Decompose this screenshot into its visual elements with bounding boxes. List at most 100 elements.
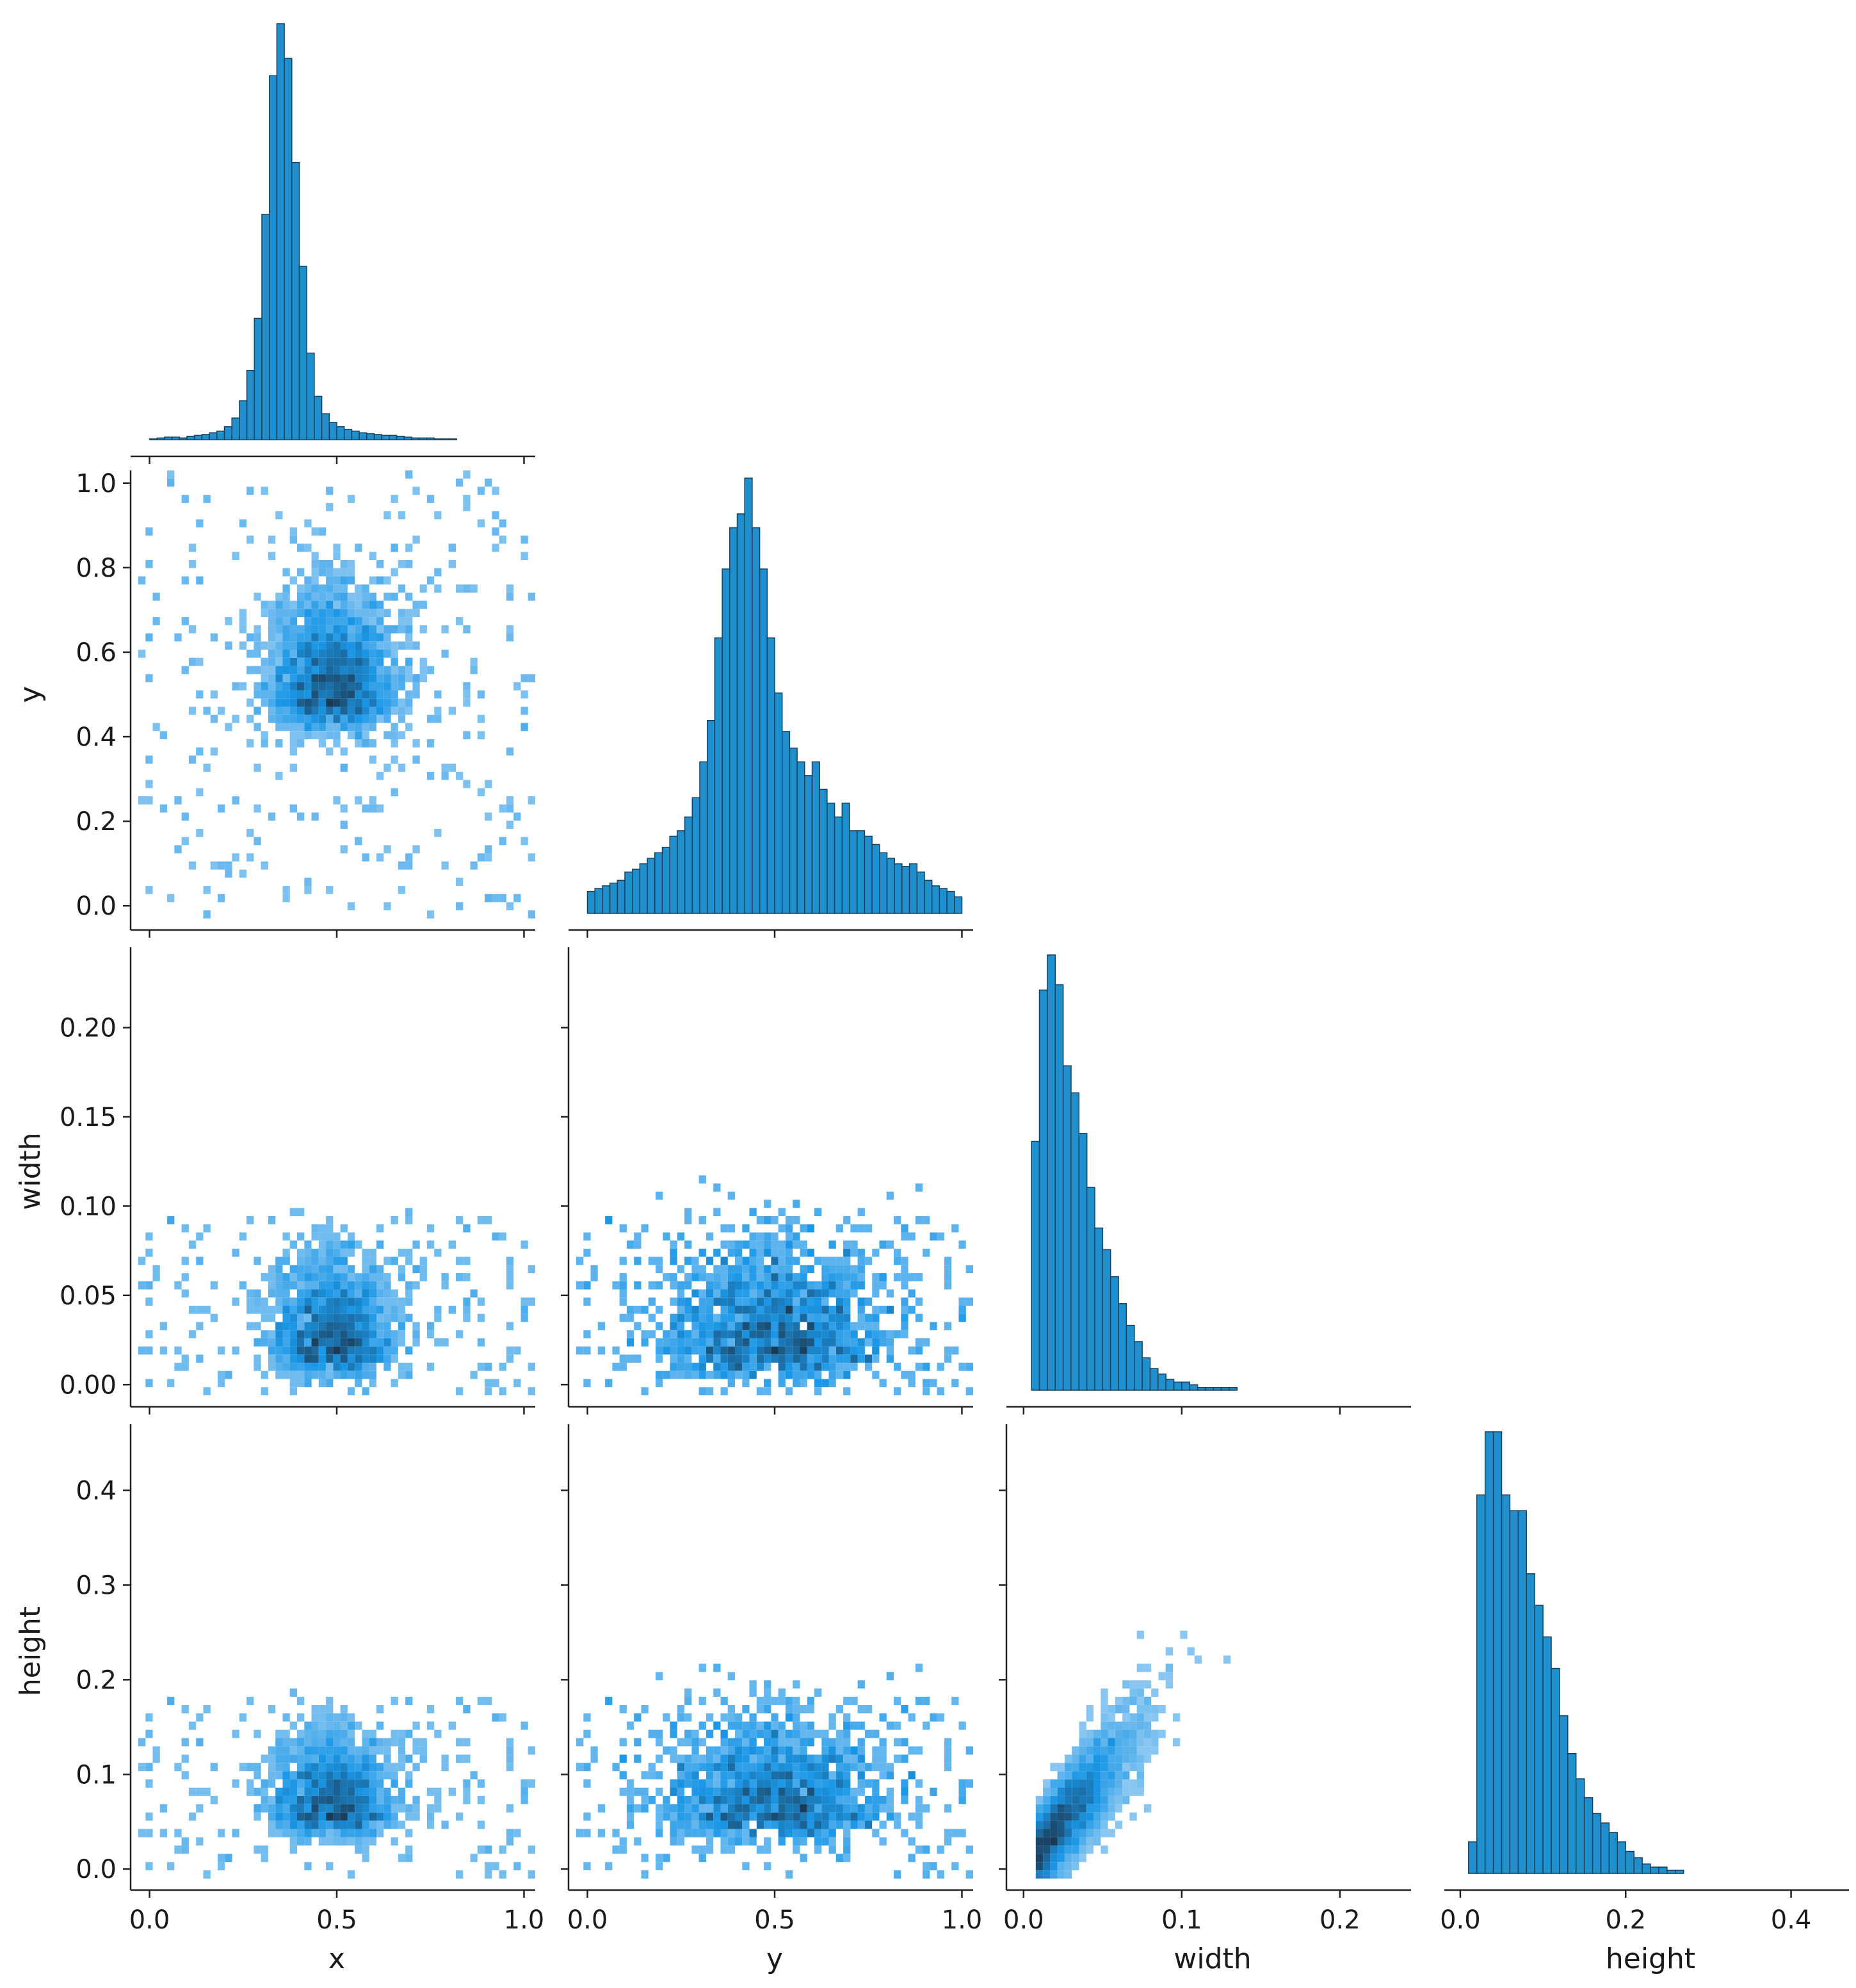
hist-bar	[1617, 1841, 1626, 1874]
heat-cell	[188, 543, 197, 552]
heat-cell	[268, 714, 276, 723]
heat-cell	[311, 1224, 319, 1233]
x-tick-label: 0.0	[129, 1905, 170, 1935]
heat-cell	[850, 1281, 858, 1290]
heat-cell	[246, 1763, 254, 1772]
hist-bar	[781, 731, 791, 914]
heat-cell	[756, 1297, 764, 1306]
heat-cell	[203, 707, 211, 715]
heat-cell	[225, 617, 232, 625]
heat-cell	[333, 674, 341, 682]
heat-cell	[713, 1208, 721, 1216]
heat-cell	[426, 1704, 435, 1713]
heat-cell	[1136, 1746, 1144, 1755]
heat-cell	[333, 592, 341, 601]
heat-cell	[691, 1729, 699, 1738]
hist-bar	[1576, 1778, 1585, 1874]
heat-cell	[340, 1240, 348, 1249]
heat-cell	[311, 1306, 319, 1314]
heat-cell	[800, 1346, 807, 1355]
heat-cell	[1129, 1746, 1137, 1755]
heat-cell	[318, 723, 327, 732]
heat-cell	[1043, 1804, 1051, 1813]
heat-cell	[275, 1795, 283, 1804]
heat-cell	[965, 1363, 973, 1371]
heat-cell	[965, 1746, 973, 1755]
heat-cell	[311, 1322, 319, 1331]
heat-cell	[167, 1216, 175, 1224]
heat-cell	[958, 1297, 966, 1306]
heat-cell	[362, 1281, 369, 1290]
heat-cell	[965, 1297, 973, 1306]
heat-cell	[326, 1746, 334, 1755]
heat-cell	[857, 1281, 865, 1290]
heat-cell	[340, 690, 348, 699]
heat-cell	[857, 1812, 865, 1821]
heat-cell	[764, 1387, 771, 1395]
heat-cell	[583, 1862, 591, 1871]
heat-cell	[188, 1330, 197, 1338]
heat-cell	[821, 1771, 829, 1780]
heat-cell	[181, 1354, 189, 1363]
heat-cell	[828, 1713, 836, 1722]
heat-cell	[383, 714, 391, 723]
heat-cell	[297, 1795, 305, 1804]
heat-cell	[698, 1330, 706, 1338]
hist-bar	[894, 863, 903, 914]
heat-cell	[807, 1738, 814, 1747]
heat-cell	[691, 1338, 699, 1347]
heat-cell	[634, 1804, 642, 1813]
hist-bar	[1031, 1141, 1040, 1391]
heat-cell	[355, 1354, 362, 1363]
heat-cell	[872, 1289, 880, 1298]
heat-cell	[347, 1804, 355, 1813]
heat-cell	[311, 1248, 319, 1257]
heat-cell	[506, 625, 514, 634]
x-tick-label: 0.2	[1319, 1905, 1360, 1935]
heat-cell	[289, 1820, 297, 1829]
heat-cell	[398, 1804, 406, 1813]
heat-cell	[656, 1354, 663, 1363]
heat-cell	[520, 707, 528, 715]
heat-cell	[691, 1845, 699, 1854]
heat-cell	[391, 1216, 398, 1224]
heat-cell	[246, 1788, 254, 1796]
heat-cell	[1101, 1704, 1108, 1713]
hist-bar	[796, 761, 805, 914]
heat-cell	[369, 609, 376, 618]
heat-cell	[1057, 1763, 1065, 1772]
heat-cell	[254, 633, 261, 642]
heat-cell	[771, 1721, 779, 1730]
heat-cell	[145, 1729, 153, 1738]
y-tick-label: 0.00	[60, 1370, 117, 1400]
heat-cell	[958, 1240, 966, 1249]
heat-cell	[456, 1754, 464, 1763]
hist-bar	[752, 527, 761, 914]
heat-cell	[735, 1738, 743, 1747]
heat-cell	[391, 1313, 398, 1322]
heat-cell	[232, 1829, 239, 1838]
heat-cell	[742, 1763, 750, 1772]
heat-cell	[333, 1729, 341, 1738]
heat-cell	[771, 1256, 779, 1265]
heat-cell	[583, 1346, 591, 1355]
heat-cell	[749, 1232, 757, 1241]
heat-cell	[706, 1370, 714, 1379]
heat-cell	[727, 1224, 735, 1233]
heat-cell	[785, 1297, 793, 1306]
heat-cell	[800, 1379, 807, 1388]
heat-cell	[376, 650, 384, 658]
heat-cell	[369, 707, 376, 715]
heat-cell	[448, 1721, 456, 1730]
heat-cell	[275, 674, 283, 682]
heat-cell	[275, 1306, 283, 1314]
heat-cell	[713, 1721, 721, 1730]
heat-cell	[311, 1779, 319, 1788]
heat-cell	[800, 1297, 807, 1306]
heat-cell	[1108, 1788, 1115, 1796]
x-tick-label: 1.0	[504, 1905, 545, 1935]
heat-cell	[520, 1306, 528, 1314]
heat-cell	[362, 1837, 369, 1846]
heat-cell	[254, 666, 261, 675]
heat-cell	[297, 1297, 305, 1306]
